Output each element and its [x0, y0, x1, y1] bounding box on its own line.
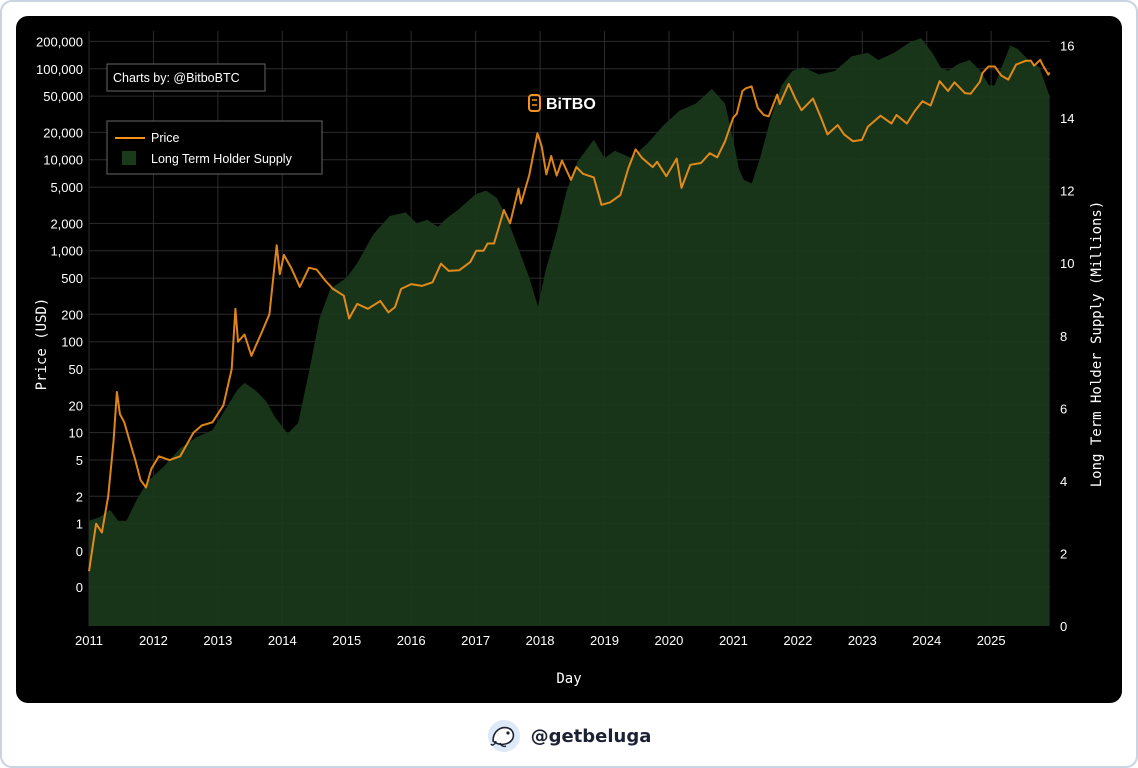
y-left-tick-label: 2 [76, 489, 83, 504]
x-tick-label: 2017 [461, 633, 490, 648]
y-right-tick-label: 8 [1060, 329, 1067, 344]
y-left-tick-label: 200,000 [36, 34, 83, 49]
lth-supply-area [89, 38, 1050, 627]
bitbo-logo-icon [528, 94, 541, 112]
x-tick-label: 2015 [332, 633, 361, 648]
y-left-tick-label: 100 [61, 335, 83, 350]
y-left-tick-label: 500 [61, 271, 83, 286]
x-axis-title: Day [556, 671, 581, 687]
x-tick-label: 2016 [397, 633, 426, 648]
y-left-tick-label: 5 [76, 453, 83, 468]
y-left-tick-label: 1 [76, 517, 83, 532]
axis-ticks: 200,000 100,000 50,000 20,000 10,000 5,000 2,0… [36, 34, 1074, 648]
y-right-tick-label: 6 [1060, 401, 1067, 416]
x-tick-label: 2013 [203, 633, 232, 648]
x-tick-label: 2011 [75, 633, 103, 648]
footer-handle: @getbeluga [530, 725, 652, 747]
x-tick-label: 2012 [139, 633, 168, 648]
footer: @getbeluga [0, 716, 1138, 756]
y-right-tick-label: 4 [1060, 474, 1067, 489]
y-left-tick-label: 10 [69, 426, 83, 441]
legend-lth-swatch [122, 151, 136, 165]
y-right-tick-label: 12 [1060, 184, 1074, 199]
x-tick-label: 2023 [848, 633, 877, 648]
x-tick-label: 2025 [977, 633, 1006, 648]
beluga-avatar-icon [487, 719, 521, 753]
charts-by-annotation: Charts by: @BitboBTC [106, 63, 266, 92]
y-left-tick-label: 10,000 [43, 153, 83, 168]
annotation-text: Charts by: @BitboBTC [113, 71, 240, 85]
y-right-tick-label: 0 [1060, 619, 1067, 634]
y-left-tick-label: 2,000 [50, 216, 83, 231]
y-left-tick-label: 200 [61, 307, 83, 322]
y-right-tick-label: 10 [1060, 256, 1074, 271]
y-left-axis-title: Price (USD) [34, 298, 50, 391]
y-left-tick-label: 1,000 [50, 244, 83, 259]
y-left-tick-label: 50 [69, 362, 83, 377]
x-tick-label: 2014 [268, 633, 297, 648]
chart-svg: 200,000 100,000 50,000 20,000 10,000 5,000 2,0… [34, 31, 1105, 687]
x-tick-label: 2019 [590, 633, 619, 648]
y-left-tick-label: 0 [76, 544, 83, 559]
y-left-tick-label: 50,000 [43, 89, 83, 104]
price-line [88, 58, 1051, 572]
legend: Price Long Term Holder Supply [106, 120, 323, 175]
y-left-tick-label: 100,000 [36, 62, 83, 77]
legend-price-label: Price [151, 131, 180, 145]
y-left-tick-label: 0 [76, 580, 83, 595]
y-right-axis-title: Long Term Holder Supply (Millions) [1089, 201, 1105, 488]
x-tick-label: 2021 [719, 633, 748, 648]
y-right-tick-label: 16 [1060, 39, 1074, 54]
y-right-tick-label: 14 [1060, 111, 1074, 126]
x-tick-label: 2018 [526, 633, 555, 648]
y-left-tick-label: 20 [69, 398, 83, 413]
chart-card: 200,000 100,000 50,000 20,000 10,000 5,000 2,0… [16, 16, 1122, 703]
x-tick-label: 2022 [783, 633, 812, 648]
legend-lth-label: Long Term Holder Supply [151, 152, 293, 166]
y-right-tick-label: 2 [1060, 546, 1067, 561]
x-tick-label: 2020 [654, 633, 683, 648]
y-left-tick-label: 20,000 [43, 125, 83, 140]
y-left-tick-label: 5,000 [50, 180, 83, 195]
x-tick-label: 2024 [912, 633, 941, 648]
watermark-text: BiTBO [546, 96, 596, 113]
bitbo-watermark: BiTBO [528, 94, 596, 113]
